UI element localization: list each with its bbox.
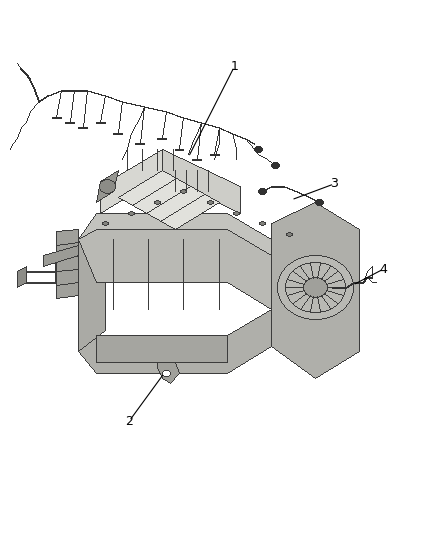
Text: 3: 3 bbox=[330, 177, 338, 190]
Text: 4: 4 bbox=[379, 263, 387, 276]
Text: 1: 1 bbox=[230, 60, 238, 73]
Text: 2: 2 bbox=[125, 415, 133, 427]
